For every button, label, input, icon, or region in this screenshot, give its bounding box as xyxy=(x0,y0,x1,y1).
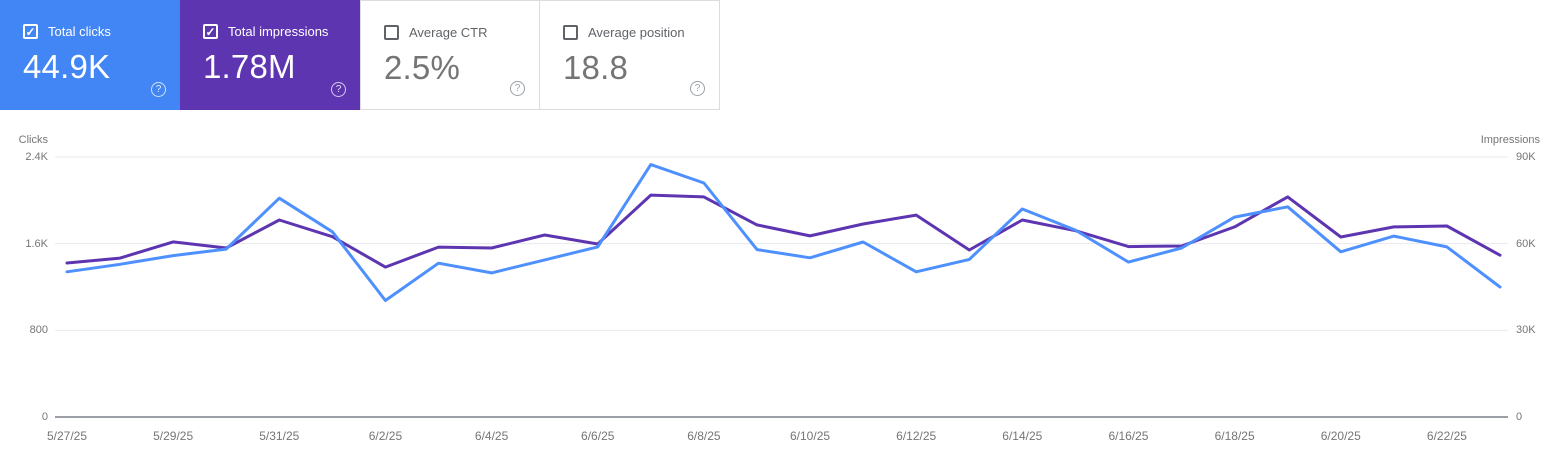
metric-card-total-clicks[interactable]: ✓ Total clicks 44.9K ? xyxy=(0,0,180,110)
x-axis-tick-label: 6/10/25 xyxy=(790,429,831,443)
x-axis-tick-label: 6/12/25 xyxy=(896,429,937,443)
help-icon[interactable]: ? xyxy=(690,81,705,96)
right-axis-tick-label: 60K xyxy=(1516,237,1536,250)
right-axis-tick-label: 30K xyxy=(1516,324,1536,337)
total-impressions-checkbox[interactable]: ✓ xyxy=(203,24,218,39)
left-axis-title: Clicks xyxy=(18,134,48,146)
left-axis-tick-label: 800 xyxy=(29,324,48,337)
metric-card-average-ctr[interactable]: Average CTR 2.5% ? xyxy=(360,0,540,110)
x-axis-tick-label: 5/31/25 xyxy=(259,429,300,443)
left-axis-tick-label: 2.4K xyxy=(25,151,48,163)
x-axis-tick-label: 5/27/25 xyxy=(46,429,88,443)
x-axis-tick-label: 6/8/25 xyxy=(687,429,721,443)
card-header: Average position xyxy=(563,25,719,40)
metric-card-value: 2.5% xyxy=(384,49,461,86)
x-axis-tick-label: 6/6/25 xyxy=(581,429,615,443)
right-axis-title: Impressions xyxy=(1480,134,1540,146)
average-ctr-checkbox[interactable] xyxy=(384,25,399,40)
right-axis-tick-label: 90K xyxy=(1516,151,1536,163)
metric-card-value: 18.8 xyxy=(563,49,629,86)
checkmark-icon: ✓ xyxy=(25,24,36,39)
x-axis-tick-label: 6/18/25 xyxy=(1214,429,1255,443)
metric-card-label: Average position xyxy=(588,25,685,40)
metric-card-label: Total clicks xyxy=(48,24,111,39)
chart-plot-area[interactable] xyxy=(0,125,1557,471)
metric-card-total-impressions[interactable]: ✓ Total impressions 1.78M ? xyxy=(180,0,360,110)
checkmark-icon: ✓ xyxy=(205,24,216,39)
total-clicks-checkbox[interactable]: ✓ xyxy=(23,24,38,39)
metric-card-label: Average CTR xyxy=(409,25,488,40)
left-axis-tick-label: 0 xyxy=(41,411,48,423)
x-axis-tick-label: 6/2/25 xyxy=(368,429,403,443)
card-header: ✓ Total impressions xyxy=(203,24,360,39)
x-axis-tick-label: 6/22/25 xyxy=(1426,429,1467,443)
card-header: Average CTR xyxy=(384,25,539,40)
x-axis-tick-label: 6/16/25 xyxy=(1108,429,1149,443)
metric-card-value: 44.9K xyxy=(23,48,111,85)
x-axis-tick-label: 6/14/25 xyxy=(1002,429,1043,443)
help-icon[interactable]: ? xyxy=(510,81,525,96)
metric-card-label: Total impressions xyxy=(228,24,329,39)
help-icon[interactable]: ? xyxy=(331,82,346,97)
metric-cards: ✓ Total clicks 44.9K ? ✓ Total impressio… xyxy=(0,0,720,110)
right-axis-tick-label: 0 xyxy=(1516,411,1523,423)
average-position-checkbox[interactable] xyxy=(563,25,578,40)
left-axis-tick-label: 1.6K xyxy=(25,237,48,250)
card-header: ✓ Total clicks xyxy=(23,24,180,39)
performance-chart: Clicks Impressions 0 0 800 30K 1.6K 60K 2.4K 90… xyxy=(0,125,1557,471)
metric-card-average-position[interactable]: Average position 18.8 ? xyxy=(540,0,720,110)
clicks-line xyxy=(65,163,1502,302)
x-axis-tick-label: 6/4/25 xyxy=(474,429,509,443)
x-axis-tick-label: 6/20/25 xyxy=(1320,429,1361,443)
metric-card-value: 1.78M xyxy=(203,48,296,85)
help-icon[interactable]: ? xyxy=(151,82,166,97)
x-axis-tick-label: 5/29/25 xyxy=(153,429,194,443)
